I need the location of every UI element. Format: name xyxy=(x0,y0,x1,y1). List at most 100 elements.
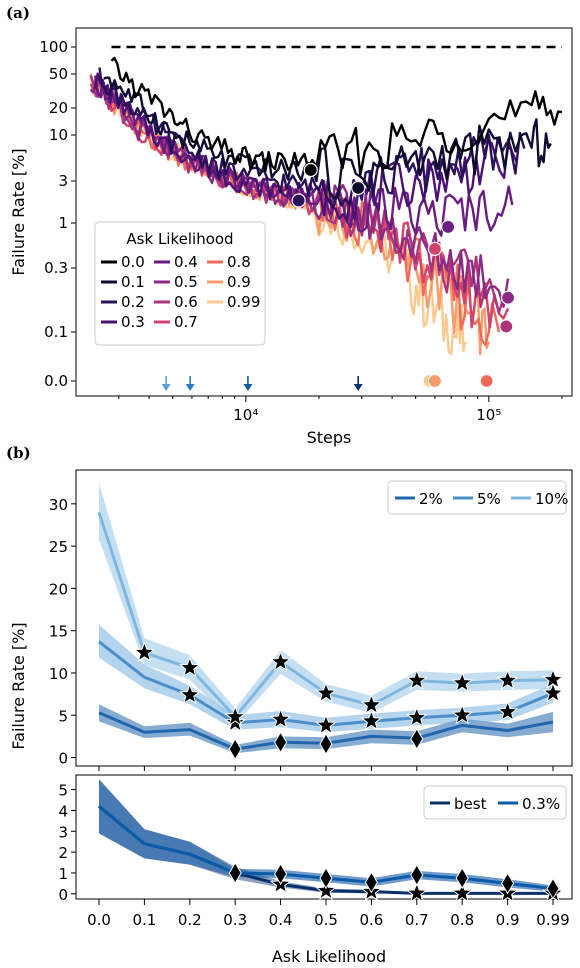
panel-b-top-lines xyxy=(97,511,554,751)
y-tick-label: 4 xyxy=(58,802,68,820)
legend-label: 0.99 xyxy=(227,293,260,311)
y-tick-label: 100 xyxy=(39,38,68,56)
legend-label: 0.7 xyxy=(174,313,198,331)
panel-b-top-bands xyxy=(99,482,553,754)
diamond-marker xyxy=(319,733,333,755)
legend-label: 2% xyxy=(419,490,443,508)
panel-a-legend: Ask Likelihood 0.00.10.20.30.40.50.60.70… xyxy=(94,221,266,346)
diamond-marker xyxy=(228,861,242,884)
series-marker-0.8 xyxy=(479,373,494,389)
star-marker xyxy=(133,641,156,662)
panel-a-yticks: 0.0 0.1 0.3 1 3 10 20 50 100 xyxy=(39,38,76,390)
star-marker xyxy=(496,669,519,690)
star-marker xyxy=(315,713,337,735)
panel-a-xticks: 10⁴ 10⁵ xyxy=(118,396,563,424)
legend-items: 0.0 0.1 0.2 0.3 0.4 0.5 0.6 0.7 0.8 0.9 0.99 xyxy=(101,253,260,331)
legend-label: 0.4 xyxy=(174,253,198,271)
y-tick-label: 3 xyxy=(58,172,68,190)
legend-label: 0.1 xyxy=(121,273,145,291)
diamond-marker xyxy=(410,727,424,750)
series-line-0.2 xyxy=(98,67,526,210)
arrow-head xyxy=(353,384,363,391)
y-tick-label: 30 xyxy=(49,496,68,514)
x-tick-label: 0.6 xyxy=(359,911,383,929)
legend-label: 10% xyxy=(535,490,568,508)
y-tick-label: 0 xyxy=(58,886,68,904)
panel-a-lines xyxy=(89,45,563,356)
panel-b-bottom-legend: best 0.3% xyxy=(423,785,567,820)
x-tick-label: 0.3 xyxy=(223,911,247,929)
panel-a-markers xyxy=(291,162,516,389)
panel-a-arrows xyxy=(161,376,363,391)
legend-box xyxy=(423,785,567,820)
diamond-marker xyxy=(319,867,333,890)
legend-title: Ask Likelihood xyxy=(126,230,233,248)
y-tick-label: 10 xyxy=(49,126,68,144)
legend-label: 0.8 xyxy=(227,253,251,271)
series-marker-0.9 xyxy=(427,373,442,389)
star-marker xyxy=(405,706,428,728)
star-marker xyxy=(451,703,474,725)
panel-a-frame xyxy=(75,27,573,397)
x-tick-label: 0.1 xyxy=(132,911,156,929)
x-tick-label: 0.8 xyxy=(450,911,474,929)
series-marker-0.2 xyxy=(291,193,306,208)
star-marker xyxy=(496,700,519,722)
star-marker xyxy=(315,681,337,703)
star-marker xyxy=(178,683,201,705)
star-marker xyxy=(224,711,247,733)
star-marker xyxy=(360,693,383,715)
band-2% xyxy=(99,704,553,754)
star-marker xyxy=(224,705,247,727)
star-marker xyxy=(178,656,201,678)
star-marker xyxy=(451,881,474,903)
panel-b-bottom-frame xyxy=(75,774,573,900)
panel-b-top-yticks: 0 5 10 15 20 25 30 xyxy=(49,496,554,771)
x-tick-label: 10⁵ xyxy=(476,406,501,424)
panel-b-top-legend: 2% 5% 10% xyxy=(387,480,568,515)
series-marker-0.7 xyxy=(427,241,442,257)
y-tick-label: 0.3 xyxy=(44,259,68,277)
star-marker xyxy=(542,681,564,703)
star-marker xyxy=(315,879,337,900)
y-tick-label: 2 xyxy=(58,844,68,862)
legend-label: 0.0 xyxy=(121,253,145,271)
star-marker xyxy=(360,709,383,731)
arrow-head xyxy=(185,384,195,391)
x-tick-label: 0.2 xyxy=(178,911,202,929)
x-tick-label: 0.0 xyxy=(87,911,111,929)
legend-label: 0.5 xyxy=(174,273,198,291)
y-tick-label: 20 xyxy=(49,580,68,598)
panel-a-plot: 0.0 0.1 0.3 1 3 10 20 50 100 10⁴ 10⁵ xyxy=(39,27,573,424)
panel-b-bottom-yticks: 0 1 2 3 4 5 xyxy=(58,782,76,904)
diamond-marker xyxy=(410,864,424,887)
series-line-0.3 xyxy=(94,72,518,222)
arrow-head xyxy=(161,384,171,391)
y-tick-label: 3 xyxy=(58,823,68,841)
legend-box xyxy=(387,480,567,515)
legend-box xyxy=(94,221,266,346)
panel-b-top-plot: 0 5 10 15 20 25 30 xyxy=(49,469,573,771)
series-line-0.4 xyxy=(94,75,514,237)
legend-label: best xyxy=(454,795,487,813)
panel-a-label: (a) xyxy=(6,4,30,22)
legend-label: 0.6 xyxy=(174,293,198,311)
series-marker-0.5 xyxy=(500,290,516,305)
legend-items: 2% 5% 10% xyxy=(395,490,568,508)
y-tick-label: 25 xyxy=(49,538,68,556)
panel-b-top-frame xyxy=(75,469,573,767)
diamond-marker xyxy=(228,738,242,761)
series-marker-0.6 xyxy=(499,319,514,334)
y-tick-label: 0 xyxy=(58,750,68,768)
legend-items: best 0.3% xyxy=(430,795,560,813)
x-tick-label: 10⁴ xyxy=(233,406,258,424)
x-tick-label: 0.4 xyxy=(269,911,293,929)
diamond-marker xyxy=(455,867,469,890)
star-marker xyxy=(451,671,474,693)
band-5% xyxy=(99,624,553,733)
y-tick-label: 0.0 xyxy=(44,372,68,390)
legend-label: 5% xyxy=(477,490,501,508)
star-marker xyxy=(269,708,292,729)
x-tick-label: 0.99 xyxy=(536,911,569,929)
panel-b-bottom-xticks: 0.0 0.1 0.2 0.3 0.4 0.5 0.6 0.7 0.8 0.9 0.99 xyxy=(87,899,570,929)
